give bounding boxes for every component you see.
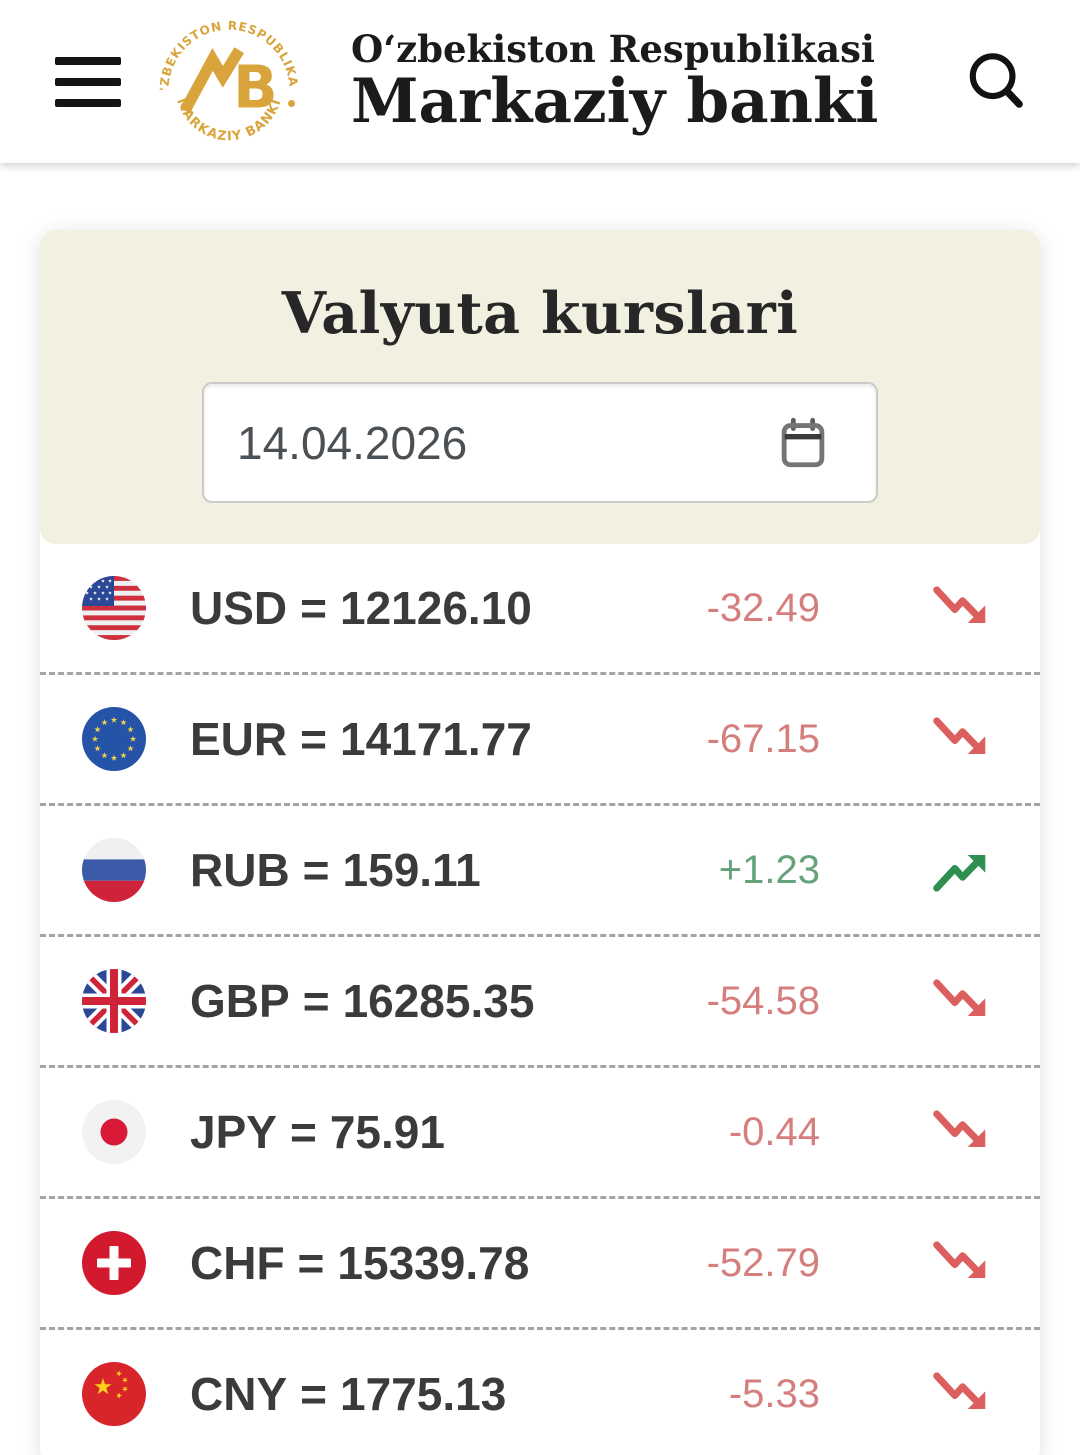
app-header: O'ZBEKISTON RESPUBLIKASI MARKAZIY BANKI … bbox=[0, 0, 1080, 163]
calendar-icon[interactable] bbox=[774, 414, 832, 472]
trend-up-icon bbox=[924, 839, 998, 901]
rate-change: -67.15 bbox=[706, 716, 820, 761]
rate-row: CNY = 1775.13 -5.33 bbox=[40, 1330, 1040, 1455]
rate-change: -52.79 bbox=[706, 1240, 820, 1285]
currency-code: EUR bbox=[190, 713, 288, 765]
trend-down-icon bbox=[924, 1232, 998, 1294]
currency-pair: JPY = 75.91 bbox=[190, 1105, 445, 1159]
menu-icon[interactable] bbox=[55, 56, 121, 107]
currency-pair: RUB = 159.11 bbox=[190, 843, 481, 897]
rate-row: EUR = 14171.77 -67.15 bbox=[40, 675, 1040, 806]
bank-title-line1: O‘zbekiston Respublikasi bbox=[351, 27, 875, 72]
logo-monogram-m bbox=[179, 46, 245, 113]
equals-sign: = bbox=[300, 582, 327, 634]
rate-row: CHF = 15339.78 -52.79 bbox=[40, 1199, 1040, 1330]
currency-rate: 1775.13 bbox=[340, 1368, 507, 1420]
rates-list: USD = 12126.10 -32.49 EUR = 14171.77 -67… bbox=[40, 544, 1040, 1455]
equals-sign: = bbox=[302, 975, 330, 1027]
equals-sign: = bbox=[300, 713, 327, 765]
eu-flag-icon bbox=[82, 707, 146, 771]
currency-pair: USD = 12126.10 bbox=[190, 581, 532, 635]
bank-title: O‘zbekiston Respublikasi Markaziy banki bbox=[351, 29, 878, 134]
date-value: 14.04.2026 bbox=[237, 416, 468, 469]
currency-code: CNY bbox=[190, 1368, 288, 1420]
currency-pair: CNY = 1775.13 bbox=[190, 1367, 506, 1421]
ru-flag-icon bbox=[82, 838, 146, 902]
currency-rate: 75.91 bbox=[329, 1106, 445, 1158]
currency-pair: EUR = 14171.77 bbox=[190, 712, 532, 766]
rate-change: -32.49 bbox=[706, 585, 820, 630]
currency-rate: 12126.10 bbox=[340, 582, 532, 634]
equals-sign: = bbox=[300, 1368, 327, 1420]
currency-code: USD bbox=[190, 582, 288, 634]
ch-flag-icon bbox=[82, 1231, 146, 1295]
rate-row: RUB = 159.11 +1.23 bbox=[40, 806, 1040, 937]
currency-code: RUB bbox=[190, 844, 290, 896]
trend-down-icon bbox=[924, 1101, 998, 1163]
currency-rate: 14171.77 bbox=[340, 713, 532, 765]
widget-title: Valyuta kurslari bbox=[281, 280, 799, 347]
trend-down-icon bbox=[924, 577, 998, 639]
exchange-rates-widget: Valyuta kurslari 14.04.2026 USD = 12126.… bbox=[40, 230, 1040, 1455]
rate-row: USD = 12126.10 -32.49 bbox=[40, 544, 1040, 675]
jp-flag-icon bbox=[82, 1100, 146, 1164]
rate-change: -54.58 bbox=[706, 978, 820, 1023]
cn-flag-icon bbox=[82, 1362, 146, 1426]
trend-down-icon bbox=[924, 1363, 998, 1425]
currency-rate: 16285.35 bbox=[342, 975, 535, 1027]
search-icon[interactable] bbox=[962, 45, 1032, 119]
currency-rate: 159.11 bbox=[342, 844, 481, 896]
gb-flag-icon bbox=[82, 969, 146, 1033]
trend-down-icon bbox=[924, 708, 998, 770]
equals-sign: = bbox=[289, 1106, 317, 1158]
logo-monogram-b: B bbox=[233, 53, 278, 121]
currency-code: JPY bbox=[190, 1106, 277, 1158]
rate-change: -0.44 bbox=[728, 1109, 820, 1154]
central-bank-logo[interactable]: O'ZBEKISTON RESPUBLIKASI MARKAZIY BANKI … bbox=[147, 0, 311, 164]
rate-change: -5.33 bbox=[728, 1371, 820, 1416]
currency-pair: CHF = 15339.78 bbox=[190, 1236, 529, 1290]
us-flag-icon bbox=[82, 576, 146, 640]
currency-code: GBP bbox=[190, 975, 290, 1027]
currency-rate: 15339.78 bbox=[337, 1237, 530, 1289]
equals-sign: = bbox=[302, 844, 330, 896]
trend-down-icon bbox=[924, 970, 998, 1032]
equals-sign: = bbox=[297, 1237, 325, 1289]
rates-card-header: Valyuta kurslari 14.04.2026 bbox=[40, 230, 1040, 544]
bank-title-line2: Markaziy banki bbox=[351, 65, 879, 137]
rate-row: JPY = 75.91 -0.44 bbox=[40, 1068, 1040, 1199]
date-input[interactable]: 14.04.2026 bbox=[202, 382, 878, 503]
currency-code: CHF bbox=[190, 1237, 285, 1289]
rate-change: +1.23 bbox=[718, 847, 820, 892]
rate-row: GBP = 16285.35 -54.58 bbox=[40, 937, 1040, 1068]
logo-ring-dot bbox=[288, 99, 296, 107]
currency-pair: GBP = 16285.35 bbox=[190, 974, 534, 1028]
